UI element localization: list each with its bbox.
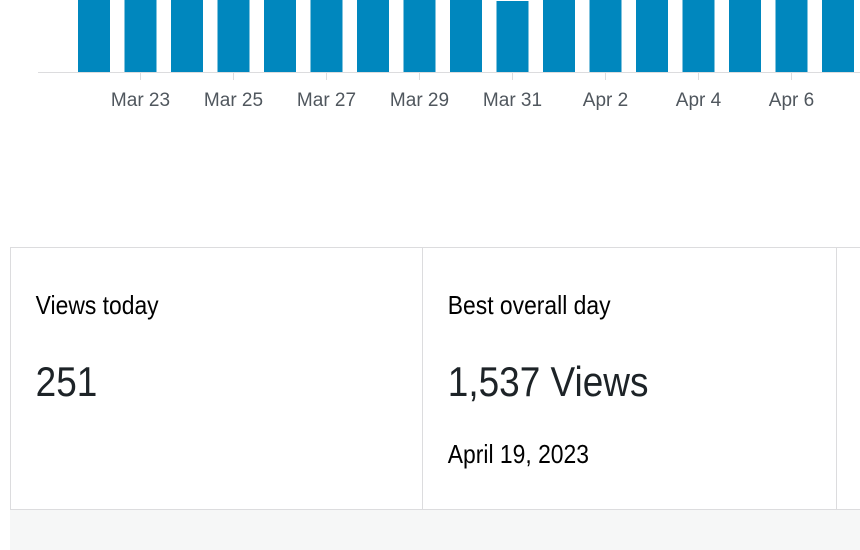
x-axis: Mar 23 Mar 25 Mar 27 Mar 29 Mar 31 Apr 2 Apr 4… xyxy=(111,73,814,111)
divider xyxy=(10,509,860,510)
bar xyxy=(636,0,668,72)
x-tick-label: Mar 27 xyxy=(297,90,356,111)
bar xyxy=(496,1,529,72)
bar xyxy=(822,0,854,72)
x-tick-label: Apr 4 xyxy=(676,90,722,111)
bar xyxy=(403,0,436,72)
bars xyxy=(78,0,854,72)
stat-label: Best overall day xyxy=(447,290,611,320)
stat-date: April 19, 2023 xyxy=(447,439,589,469)
bar xyxy=(171,0,203,72)
x-tick-label: Mar 25 xyxy=(204,90,263,111)
bar xyxy=(310,0,343,72)
stat-value: 251 xyxy=(35,358,98,405)
x-tick-label: Mar 23 xyxy=(111,90,170,111)
border-left xyxy=(10,247,11,550)
x-tick-label: Apr 6 xyxy=(769,90,814,111)
panel-divider xyxy=(836,247,837,510)
bar xyxy=(124,0,157,72)
views-chart: Mar 23 Mar 25 Mar 27 Mar 29 Mar 31 Apr 2 Apr 4… xyxy=(38,0,860,111)
footer-area xyxy=(10,510,860,550)
bar xyxy=(775,0,808,72)
x-tick-label: Apr 2 xyxy=(583,90,628,111)
x-tick-label: Mar 29 xyxy=(390,90,449,111)
bar xyxy=(729,0,761,72)
x-tick-label: Mar 31 xyxy=(483,90,542,111)
bar xyxy=(589,0,622,72)
bar xyxy=(450,0,482,72)
stat-value: 1,537 Views xyxy=(447,358,649,405)
divider xyxy=(10,247,860,248)
stat-label: Views today xyxy=(35,290,159,320)
bar xyxy=(78,0,110,72)
bar xyxy=(264,0,296,72)
panel-divider xyxy=(422,247,423,510)
bar xyxy=(357,0,389,72)
bar xyxy=(543,0,575,72)
bar xyxy=(682,0,715,72)
bar xyxy=(217,0,250,72)
